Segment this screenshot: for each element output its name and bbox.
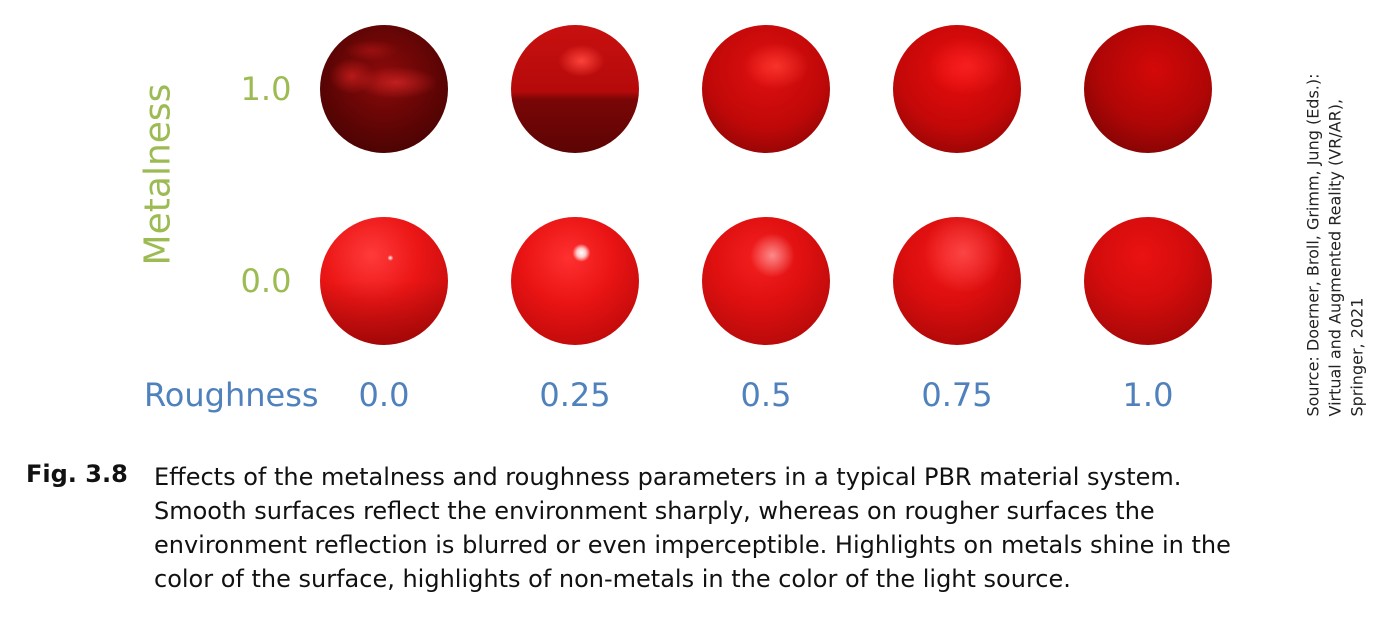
metalness-value-1: 1.0	[240, 70, 292, 108]
source-line: Virtual and Augmented Reality (VR/AR),	[1326, 98, 1346, 417]
sphere-nonmetal-roughness-1	[1084, 217, 1212, 345]
sphere-metal-roughness-1	[1084, 25, 1212, 153]
source-text: Source: Doerner, Broll, Grimm, Jung (Eds…	[1303, 73, 1369, 416]
roughness-value-1: 1.0	[1122, 376, 1174, 414]
metalness-axis-label: Metalness	[118, 83, 198, 265]
sphere-nonmetal-roughness-05	[702, 217, 830, 345]
caption-line: environment reflection is blurred or eve…	[154, 531, 1231, 559]
sphere-metal-roughness-0	[320, 25, 448, 153]
roughness-value-05: 0.5	[740, 376, 792, 414]
metalness-value-0: 0.0	[240, 262, 292, 300]
sphere-metal-roughness-05	[702, 25, 830, 153]
sphere-metal-roughness-025	[511, 25, 639, 153]
roughness-value-025: 0.25	[539, 376, 611, 414]
roughness-axis-label: Roughness	[144, 376, 319, 414]
source-line: Source: Doerner, Broll, Grimm, Jung (Eds…	[1304, 73, 1324, 417]
roughness-value-0: 0.0	[358, 376, 410, 414]
sphere-metal-roughness-075	[893, 25, 1021, 153]
sphere-nonmetal-roughness-025	[511, 217, 639, 345]
caption-line: Smooth surfaces reflect the environment …	[154, 497, 1155, 525]
source-attribution: Source: Doerner, Broll, Grimm, Jung (Eds…	[1296, 60, 1376, 430]
roughness-value-075: 0.75	[921, 376, 993, 414]
caption-line: color of the surface, highlights of non-…	[154, 565, 1071, 593]
source-line: Springer, 2021	[1348, 297, 1368, 417]
sphere-nonmetal-roughness-075	[893, 217, 1021, 345]
caption-line: Effects of the metalness and roughness p…	[154, 463, 1182, 491]
sphere-nonmetal-roughness-0	[320, 217, 448, 345]
metalness-label-text: Metalness	[137, 83, 179, 265]
caption-text: Effects of the metalness and roughness p…	[154, 460, 1231, 596]
caption-label: Fig. 3.8	[26, 460, 128, 488]
pbr-figure: Metalness 1.0 0.0 Roughness 0.0 0.25 0.5…	[118, 25, 1376, 430]
